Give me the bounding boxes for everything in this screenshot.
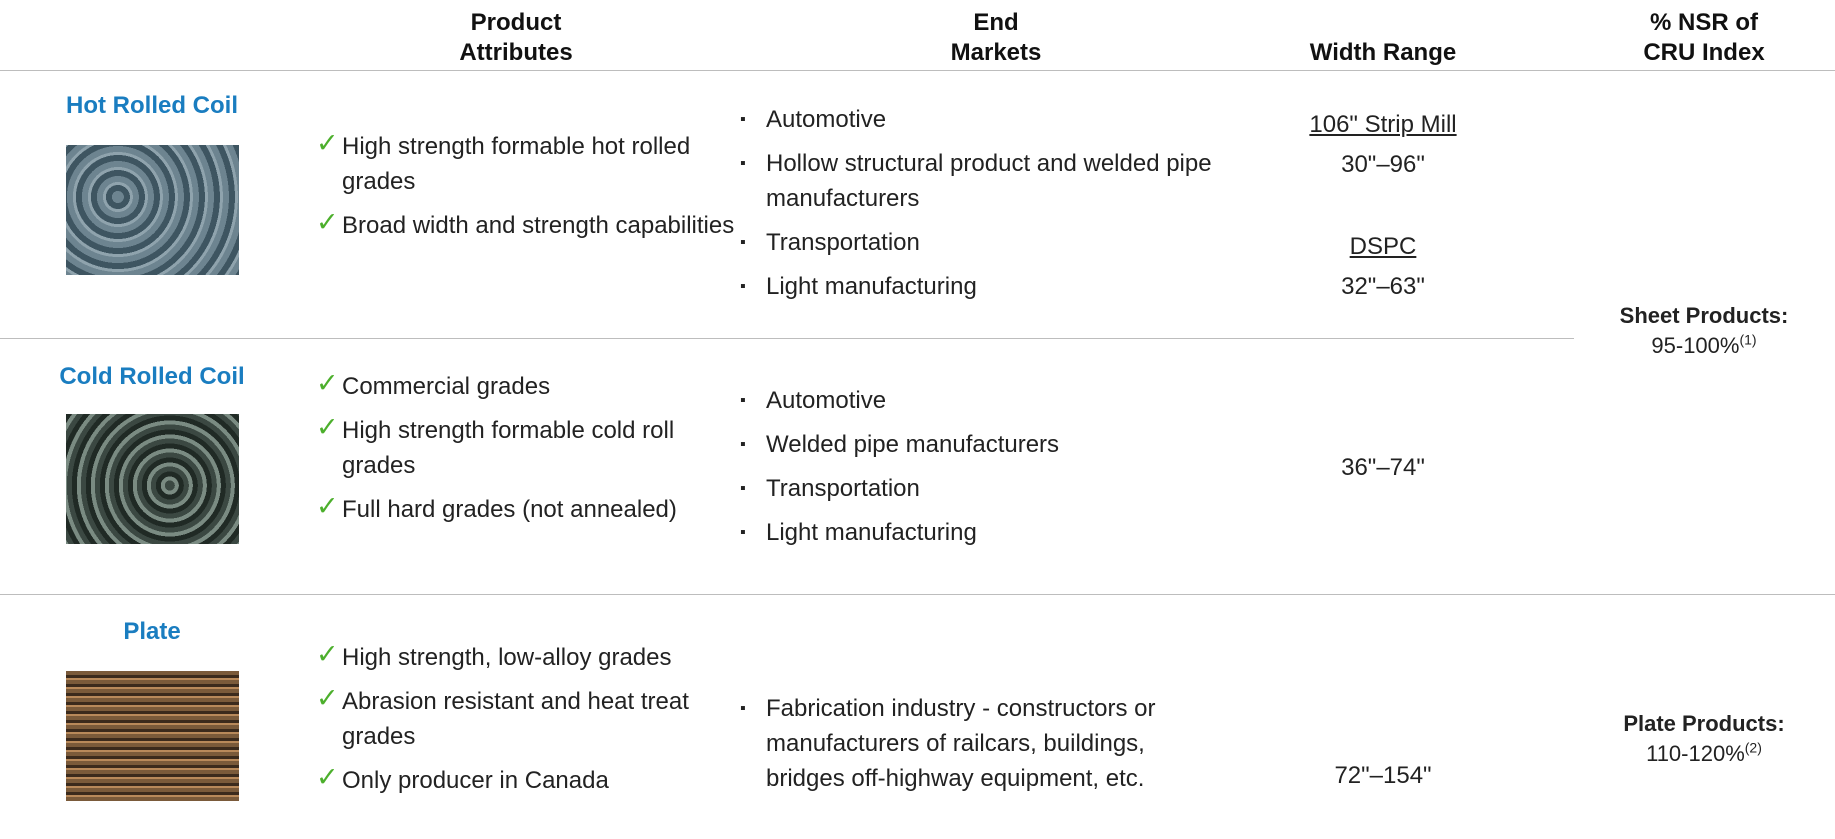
market-list: Fabrication industry - constructors or m… — [740, 691, 1220, 805]
market: Automotive — [740, 102, 1220, 137]
width-value: 32"–63" — [1341, 273, 1425, 300]
market: Light manufacturing — [740, 515, 1220, 550]
column-header-line: % NSR of — [1650, 9, 1758, 36]
footnote: (2) — [1744, 739, 1762, 756]
nsr-value-line: 110-120%(2) — [1554, 739, 1835, 769]
column-header-line: Markets — [950, 39, 1042, 66]
nsr: Sheet Products: 95-100%(1) — [1554, 301, 1835, 361]
market-list: Automotive Welded pipe manufacturers Trans… — [740, 383, 1220, 559]
width-value: 36"–74" — [1341, 454, 1425, 481]
attribute-list: Commercial grades High strength formable … — [316, 366, 736, 536]
product-name: Cold Rolled Coil — [59, 363, 245, 390]
market: Hollow structural product and welded pip… — [740, 146, 1220, 216]
width-label: 106" Strip Mill — [1309, 111, 1457, 138]
spacer — [1233, 185, 1533, 227]
attribute: Commercial grades — [316, 366, 736, 404]
width-value: 72"–154" — [1334, 762, 1432, 789]
market: Light manufacturing — [740, 269, 1220, 304]
attribute: Abrasion resistant and heat treat grades — [316, 681, 736, 754]
column-header-line: CRU Index — [1643, 39, 1765, 66]
nsr-label: Plate Products: — [1623, 711, 1785, 736]
market: Transportation — [740, 225, 1220, 260]
width-value: 30"–96" — [1341, 151, 1425, 178]
column-header-line: Width Range — [1309, 39, 1457, 66]
market: Fabrication industry - constructors or m… — [740, 691, 1220, 796]
market: Welded pipe manufacturers — [740, 427, 1220, 462]
attribute-list: High strength formable hot rolled grades… — [316, 126, 736, 252]
nsr-value: 110-120% — [1646, 741, 1745, 766]
cold-rolled-image — [66, 414, 239, 544]
header-rule — [0, 70, 1835, 71]
plate-image — [66, 671, 239, 801]
row-rule — [0, 594, 1835, 595]
attribute-list: High strength, low-alloy grades Abrasion … — [316, 637, 736, 807]
product-name: Plate — [123, 618, 181, 645]
nsr: Plate Products: 110-120%(2) — [1554, 709, 1835, 769]
market-list: Automotive Hollow structural product and … — [740, 102, 1220, 313]
market: Automotive — [740, 383, 1220, 418]
footnote: (1) — [1739, 331, 1757, 348]
column-header-line: End — [973, 9, 1019, 36]
attribute: High strength formable hot rolled grades — [316, 126, 736, 199]
attribute: Broad width and strength capabilities — [316, 205, 736, 243]
column-header: Product Attributes — [316, 8, 716, 68]
column-header: % NSR of CRU Index — [1504, 8, 1835, 68]
width-range: 72"–154" — [1233, 756, 1533, 796]
hot-rolled-image — [66, 145, 239, 275]
width-range: 106" Strip Mill 30"–96" DSPC 32"–63" — [1233, 105, 1533, 307]
width-label: DSPC — [1349, 233, 1417, 260]
attribute: High strength, low-alloy grades — [316, 637, 736, 675]
column-header: Width Range — [1183, 38, 1583, 68]
width-range: 36"–74" — [1233, 448, 1533, 488]
attribute: High strength formable cold roll grades — [316, 410, 736, 483]
nsr-value-line: 95-100%(1) — [1554, 331, 1835, 361]
row-rule — [0, 338, 1574, 339]
column-header-line: Product — [470, 9, 562, 36]
attribute: Only producer in Canada — [316, 760, 736, 798]
column-header-line: Attributes — [459, 39, 573, 66]
column-header: End Markets — [796, 8, 1196, 68]
product-name: Hot Rolled Coil — [66, 92, 238, 119]
nsr-value: 95-100% — [1651, 333, 1740, 358]
nsr-label: Sheet Products: — [1619, 303, 1789, 328]
market: Transportation — [740, 471, 1220, 506]
attribute: Full hard grades (not annealed) — [316, 489, 736, 527]
